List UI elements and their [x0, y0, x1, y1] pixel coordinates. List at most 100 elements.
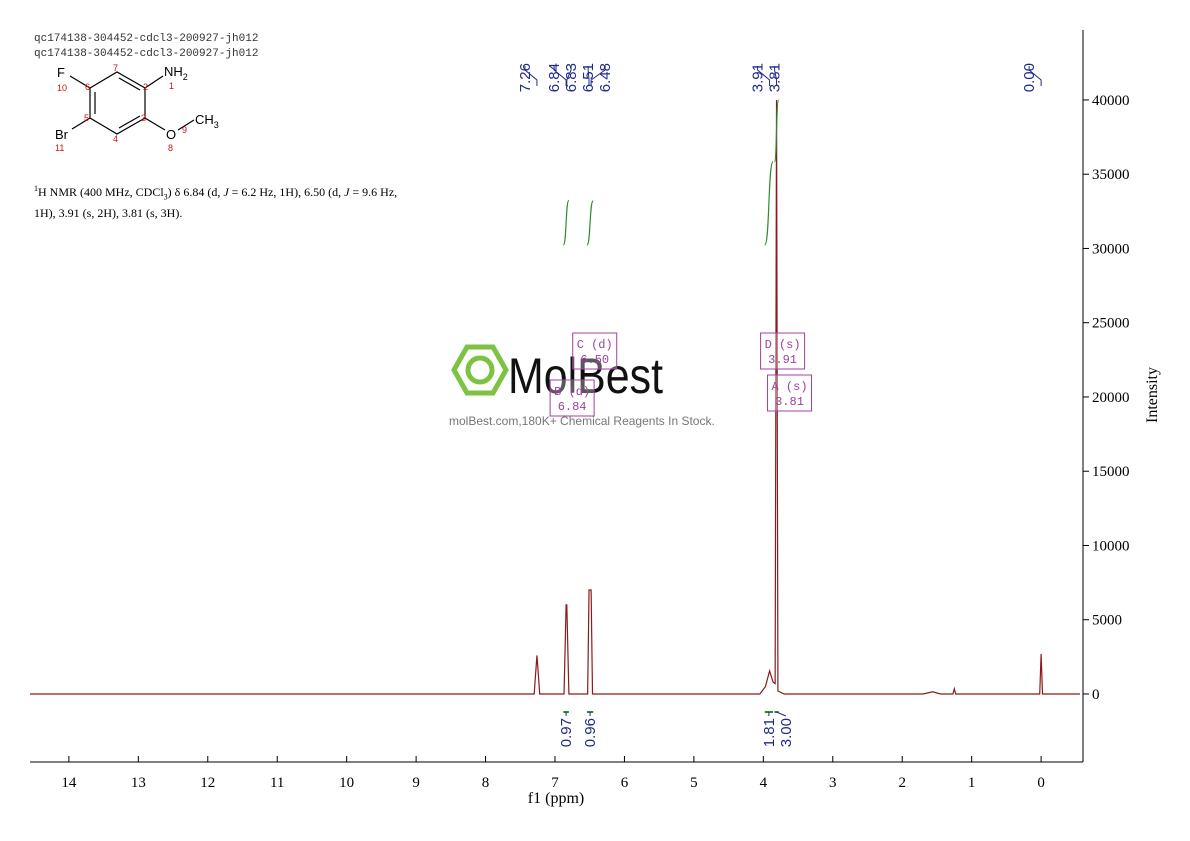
multiplet-shift: 3.91	[768, 353, 797, 367]
multiplet-box	[572, 332, 618, 370]
multiplet-name: D (s)	[765, 338, 801, 352]
atom-number: 1	[169, 81, 174, 91]
x-tick-label: 6	[621, 775, 629, 791]
multiplet-name: B (d)	[554, 385, 590, 399]
integral-curve	[562, 199, 570, 246]
integral-connector	[776, 711, 787, 717]
header-line: qc174138-304452-cdcl3-200927-jh012	[34, 33, 258, 45]
integral-label: 3.00	[778, 718, 795, 747]
x-tick-label: 13	[131, 775, 146, 791]
peak-connector	[774, 66, 778, 86]
text: = 9.6 Hz,	[349, 185, 398, 199]
x-axis-label: f1 (ppm)	[528, 790, 584, 807]
text: = 6.2 Hz, 1H), 6.50 (d,	[228, 185, 345, 199]
multiplet-shift: 6.84	[558, 400, 587, 414]
x-tick-label: 12	[200, 775, 215, 791]
multiplet-shift: 6.50	[580, 353, 609, 367]
x-tick-label: 5	[690, 775, 698, 791]
multiplet-box	[760, 332, 806, 370]
bond	[144, 75, 164, 89]
x-tick-label: 8	[482, 775, 490, 791]
bond	[177, 119, 195, 131]
peak-label: 3.81	[767, 63, 784, 92]
peak-connector	[524, 66, 538, 86]
peak-label: 0.00	[1021, 63, 1038, 92]
y-tick-label: 35000	[1092, 167, 1130, 183]
text: J	[344, 185, 350, 199]
peak-label: 6.48	[597, 63, 614, 92]
y-tick-label: 25000	[1092, 316, 1130, 332]
y-tick-label: 30000	[1092, 241, 1130, 257]
atom: CH	[195, 112, 214, 127]
y-tick-label: 15000	[1092, 464, 1130, 480]
y-tick-label: 20000	[1092, 390, 1130, 406]
x-tick-label: 0	[1037, 775, 1045, 791]
atom-sub: 3	[214, 120, 219, 130]
atom: NH	[164, 64, 183, 79]
atom: CH3	[195, 112, 219, 130]
integral-curve	[586, 200, 594, 246]
description-line: 1H NMR (400 MHz, CDCl3) δ 6.84 (d, J = 6…	[34, 181, 397, 205]
atom-number: 7	[113, 63, 118, 73]
x-tick-label: 14	[61, 775, 77, 791]
x-tick-label: 1	[968, 775, 976, 791]
description-line: 1H), 3.91 (s, 2H), 3.81 (s, 3H).	[34, 206, 183, 221]
x-tick-label: 10	[339, 775, 354, 791]
bond	[69, 75, 91, 89]
y-tick-label: 10000	[1092, 538, 1130, 554]
text: ) δ 6.84 (d,	[167, 185, 224, 199]
atom-number: 5	[84, 113, 89, 123]
peak-label: 3.91	[750, 63, 767, 92]
structure	[69, 71, 195, 135]
atom-number: 8	[168, 143, 173, 153]
bond	[71, 117, 91, 130]
atom-number: 9	[182, 125, 187, 135]
peak-connector	[1028, 66, 1042, 86]
text: J	[223, 185, 229, 199]
watermark-logo-icon	[451, 344, 509, 396]
peak-connector	[757, 66, 771, 86]
multiplet-box	[549, 379, 595, 417]
multiplet-shift: 3.81	[775, 395, 804, 409]
bond	[144, 117, 166, 131]
peak-connector	[587, 66, 590, 86]
x-tick-label: 3	[829, 775, 837, 791]
bond	[118, 77, 141, 91]
peak-connector	[590, 66, 606, 86]
peak-label: 6.83	[563, 63, 580, 92]
peak-connector	[553, 66, 567, 86]
logo-ring	[465, 355, 495, 385]
y-tick-label: 5000	[1092, 613, 1122, 629]
atom-number: 3	[141, 113, 146, 123]
integral-label: 0.97	[558, 718, 575, 747]
integral-label: 0.96	[582, 718, 599, 747]
nmr-description: 1H NMR (400 MHz, CDCl3) δ 6.84 (d, J = 6…	[34, 181, 397, 221]
atom-number: 10	[57, 83, 67, 93]
multiplet-box	[767, 374, 813, 412]
atom-number: 4	[113, 134, 118, 144]
atom: NH2	[164, 64, 188, 82]
header-line: qc174138-304452-cdcl3-200927-jh012	[34, 48, 258, 60]
x-tick-label: 4	[760, 775, 768, 791]
peak-label: 6.84	[546, 63, 563, 92]
multiplet-name: A (s)	[772, 380, 808, 394]
logo-hexagon	[451, 344, 509, 396]
atom: Br	[55, 127, 69, 142]
atom: O	[166, 127, 176, 142]
x-tick-label: 7	[551, 775, 559, 791]
multiplet-name: C (d)	[577, 338, 613, 352]
text: H NMR (400 MHz, CDCl	[38, 185, 164, 199]
y-tick-label: 40000	[1092, 93, 1130, 109]
atom-number: 11	[55, 143, 64, 153]
watermark-logo: MolBest	[508, 348, 663, 404]
text: 1	[34, 184, 38, 193]
peak-connector	[566, 66, 572, 86]
atom: F	[57, 65, 65, 80]
atom-sub: 2	[183, 72, 188, 82]
y-tick-label: 0	[1092, 687, 1100, 703]
text: 3	[163, 192, 168, 202]
x-tick-label: 9	[412, 775, 420, 791]
atom-number: 2	[143, 82, 148, 92]
